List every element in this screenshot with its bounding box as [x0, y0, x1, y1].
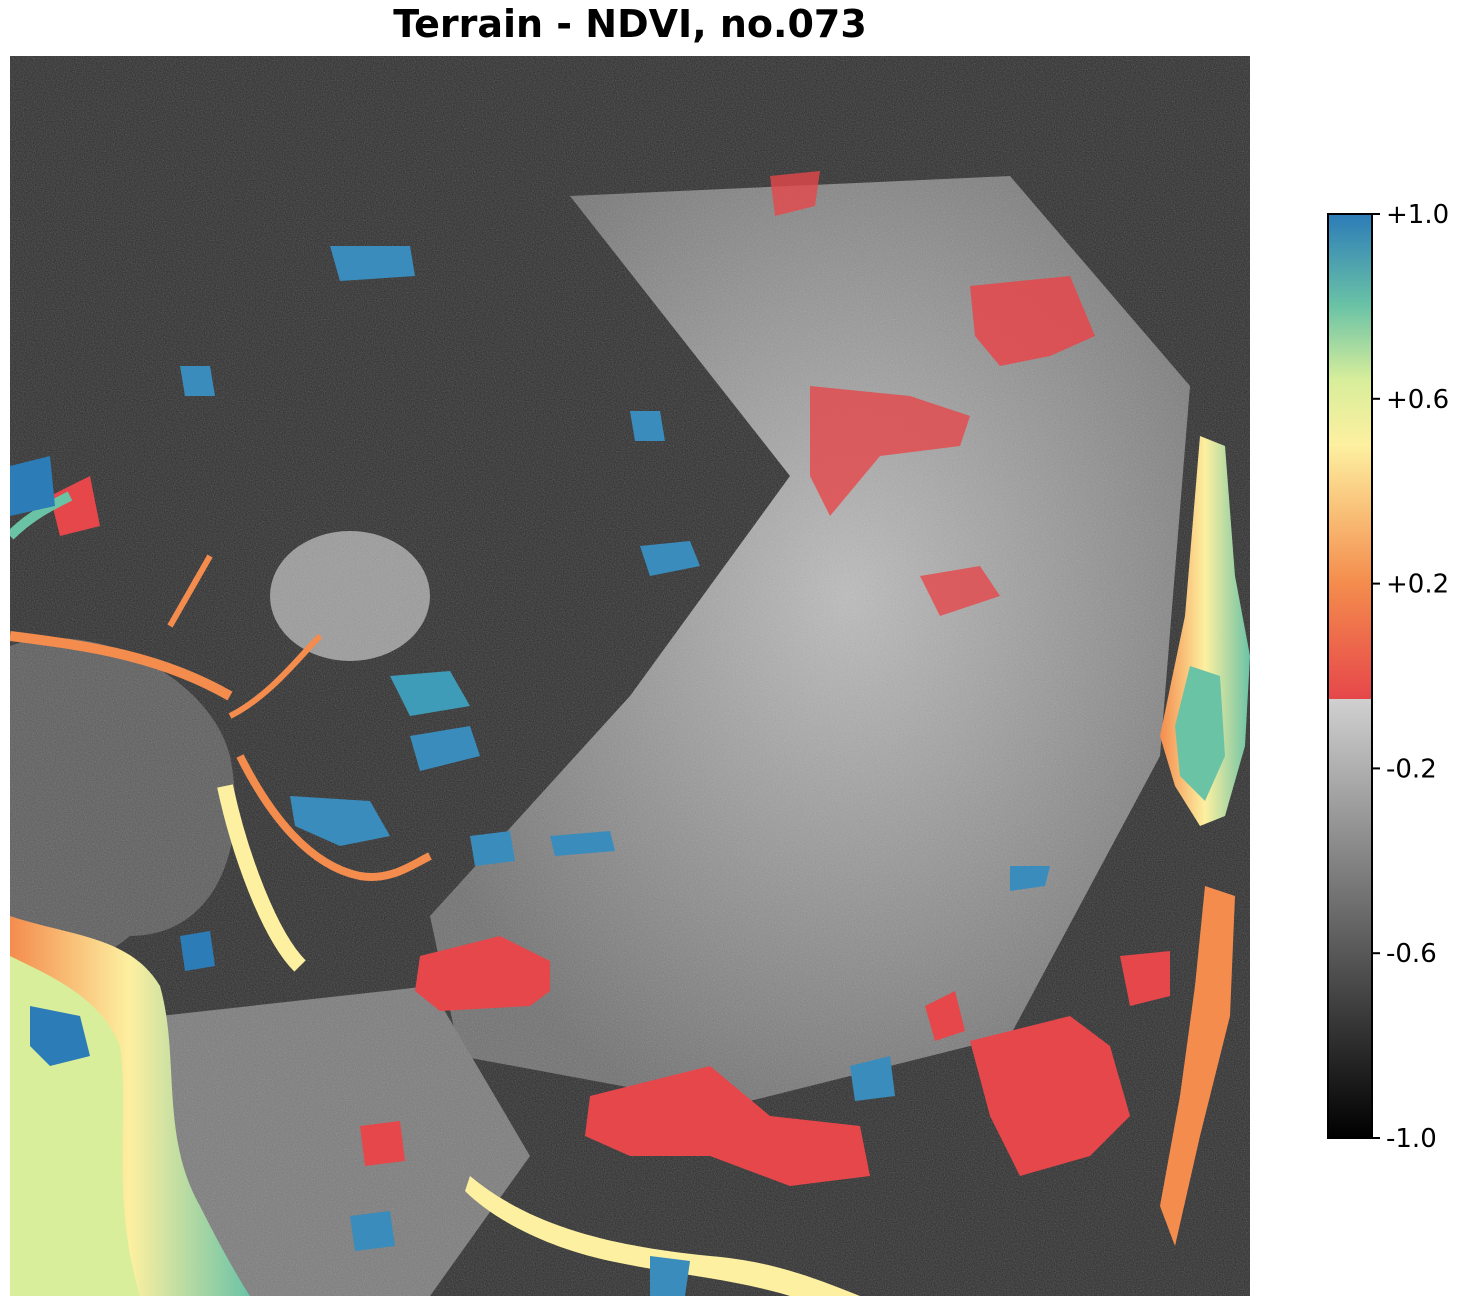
river-channel — [236, 754, 432, 881]
red-patch — [970, 276, 1095, 366]
vegetation-patch — [180, 366, 215, 396]
red-patch — [920, 566, 1000, 616]
vegetation-core-right — [1175, 666, 1225, 801]
red-patch — [360, 1121, 405, 1166]
red-patch — [1120, 951, 1170, 1006]
vegetation-patch — [350, 1211, 395, 1251]
colorbar-tick-label: +0.2 — [1386, 570, 1449, 600]
red-patch — [585, 1066, 870, 1186]
colorbar-tick-label: +0.6 — [1386, 385, 1449, 415]
red-patch — [810, 386, 970, 516]
red-patch — [925, 991, 965, 1041]
colorbar-tick-label: -0.6 — [1386, 939, 1437, 969]
vegetation-patch — [650, 1256, 690, 1296]
red-patch — [415, 936, 550, 1011]
vegetation-patch — [180, 931, 215, 971]
vegetation-edge-right — [1160, 886, 1235, 1246]
colorbar: +1.0 +0.6 +0.2 -0.2 -0.6 -1.0 — [1327, 200, 1449, 1154]
vegetation-patch — [410, 726, 480, 771]
red-patch — [970, 1016, 1130, 1176]
vegetation-patch — [850, 1056, 895, 1101]
vegetation-patch — [640, 541, 700, 576]
vegetation-patch — [630, 411, 665, 441]
vegetation-patch — [330, 246, 415, 281]
vegetation-patch — [10, 456, 55, 516]
colorbar-tick-label: -1.0 — [1386, 1124, 1437, 1154]
colorbar-gradient — [1327, 213, 1373, 1139]
vegetation-patch — [1010, 866, 1050, 891]
vegetation-lowerleft-blue — [30, 1006, 90, 1066]
map-title: Terrain - NDVI, no.073 — [393, 2, 867, 46]
river-channel — [465, 1176, 860, 1296]
colorbar-tick-label: +1.0 — [1386, 200, 1449, 230]
vegetation-patch — [390, 671, 470, 716]
colorbar-tick-label: -0.2 — [1386, 754, 1437, 784]
river-channel — [228, 633, 323, 719]
vegetation-patch — [550, 831, 615, 856]
red-patch — [50, 476, 100, 536]
red-patch — [770, 171, 820, 216]
vegetation-patch — [290, 796, 390, 846]
colorbar-ticks: +1.0 +0.6 +0.2 -0.2 -0.6 -1.0 — [1372, 200, 1449, 1154]
river-channel — [217, 784, 306, 972]
river-channel — [167, 554, 213, 628]
vegetation-patch — [470, 831, 515, 866]
river-channel — [10, 631, 233, 701]
ndvi-map — [10, 56, 1250, 1296]
river-channel — [10, 491, 73, 540]
